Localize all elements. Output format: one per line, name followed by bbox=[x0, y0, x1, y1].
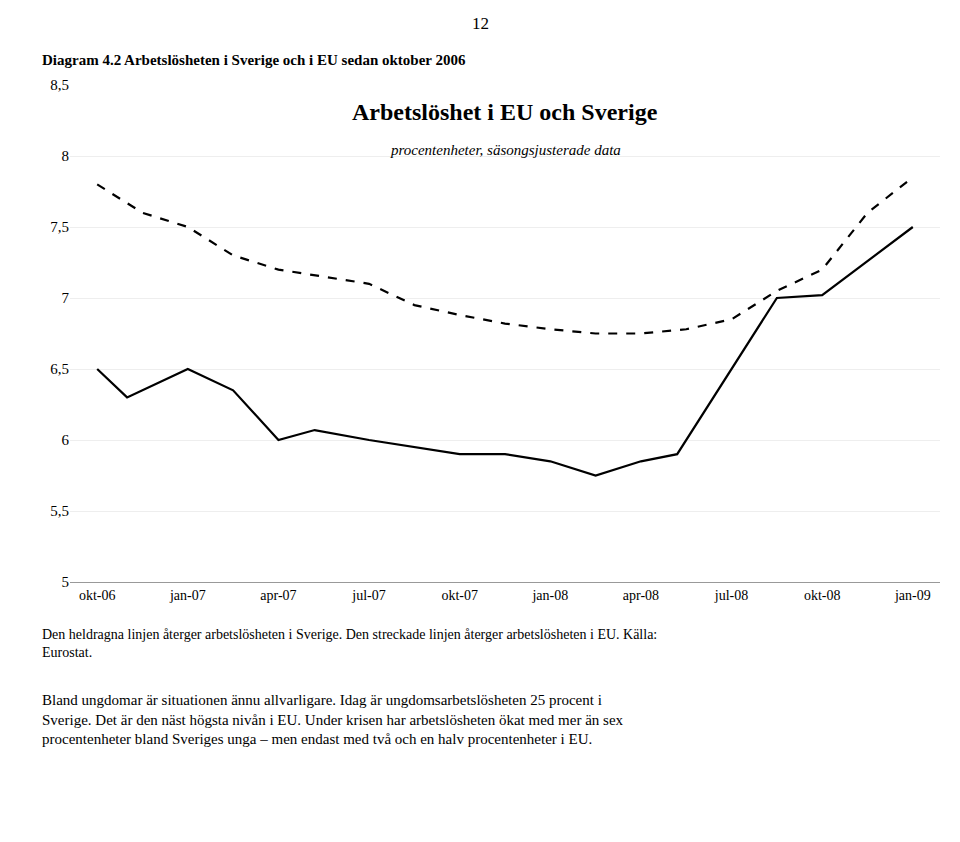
svg-text:12: 12 bbox=[472, 14, 489, 33]
svg-text:8,5: 8,5 bbox=[50, 77, 69, 93]
svg-text:jul-07: jul-07 bbox=[351, 588, 385, 603]
svg-text:apr-07: apr-07 bbox=[260, 588, 296, 603]
svg-text:Diagram 4.2 Arbetslösheten i S: Diagram 4.2 Arbetslösheten i Sverige och… bbox=[42, 52, 466, 68]
svg-text:Arbetslöshet i EU och Sverige: Arbetslöshet i EU och Sverige bbox=[352, 99, 658, 125]
svg-text:7,5: 7,5 bbox=[50, 219, 69, 235]
svg-text:5: 5 bbox=[62, 574, 70, 590]
svg-text:jan-09: jan-09 bbox=[894, 588, 931, 603]
svg-text:7: 7 bbox=[62, 290, 70, 306]
svg-text:okt-07: okt-07 bbox=[441, 588, 478, 603]
svg-text:Bland ungdomar är situationen: Bland ungdomar är situationen ännu allva… bbox=[42, 692, 624, 747]
svg-text:5,5: 5,5 bbox=[50, 503, 69, 519]
svg-text:okt-08: okt-08 bbox=[804, 588, 841, 603]
svg-text:6: 6 bbox=[62, 432, 70, 448]
svg-text:jul-08: jul-08 bbox=[714, 588, 748, 603]
svg-text:apr-08: apr-08 bbox=[623, 588, 659, 603]
svg-text:jan-07: jan-07 bbox=[169, 588, 206, 603]
svg-text:okt-06: okt-06 bbox=[79, 588, 116, 603]
svg-text:jan-08: jan-08 bbox=[531, 588, 568, 603]
svg-text:procentenheter, säsongsjustera: procentenheter, säsongsjusterade data bbox=[390, 142, 621, 158]
svg-text:8: 8 bbox=[62, 148, 70, 164]
svg-text:6,5: 6,5 bbox=[50, 361, 69, 377]
svg-text:Den heldragna linjen återger a: Den heldragna linjen återger arbetslöshe… bbox=[42, 627, 657, 660]
